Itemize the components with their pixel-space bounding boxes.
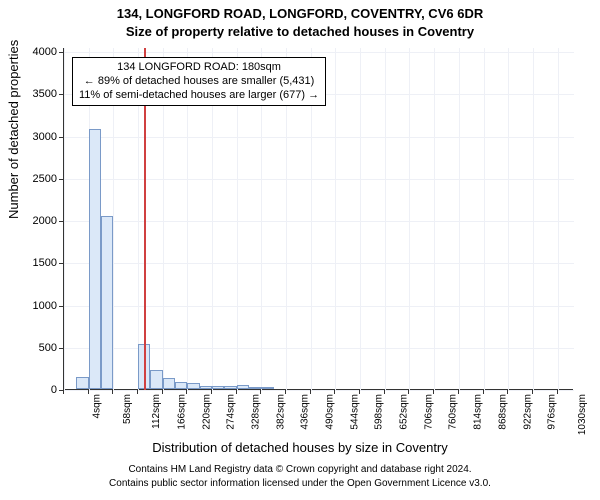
gridline-v — [533, 48, 534, 390]
xtick-mark — [285, 390, 286, 394]
xtick-mark — [458, 390, 459, 394]
ytick-label: 1000 — [17, 300, 57, 312]
annotation-line: 11% of semi-detached houses are larger (… — [79, 89, 319, 103]
xtick-label: 112sqm — [151, 394, 162, 429]
xtick-label: 274sqm — [226, 394, 237, 430]
xtick-mark — [310, 390, 311, 394]
gridline-v — [459, 48, 460, 390]
gridline-h — [64, 306, 574, 307]
xtick-mark — [384, 390, 385, 394]
histogram-bar — [89, 129, 101, 389]
histogram-bar — [150, 370, 162, 389]
ytick-mark — [59, 179, 63, 180]
ytick-label: 2000 — [17, 215, 57, 227]
gridline-h — [64, 52, 574, 53]
gridline-v — [385, 48, 386, 390]
histogram-bar — [261, 387, 273, 389]
histogram-bar — [101, 216, 113, 389]
xtick-mark — [433, 390, 434, 394]
gridline-h — [64, 390, 574, 391]
footer-line2: Contains public sector information licen… — [0, 478, 600, 489]
histogram-bar — [249, 387, 261, 389]
xtick-mark — [211, 390, 212, 394]
chart-title-line1: 134, LONGFORD ROAD, LONGFORD, COVENTRY, … — [0, 6, 600, 21]
xtick-mark — [260, 390, 261, 394]
xtick-label: 166sqm — [177, 394, 188, 430]
y-axis-label: Number of detached properties — [6, 40, 21, 219]
ytick-mark — [59, 52, 63, 53]
histogram-bar — [212, 386, 224, 389]
ytick-label: 3500 — [17, 88, 57, 100]
xtick-label: 868sqm — [497, 394, 508, 430]
xtick-label: 490sqm — [325, 394, 336, 430]
footer-line1: Contains HM Land Registry data © Crown c… — [0, 464, 600, 475]
ytick-mark — [59, 94, 63, 95]
histogram-bar — [237, 385, 249, 389]
histogram-bar — [187, 383, 199, 389]
histogram-bar — [163, 378, 175, 389]
gridline-h — [64, 137, 574, 138]
xtick-label: 976sqm — [547, 394, 558, 430]
annotation-line: ← 89% of detached houses are smaller (5,… — [79, 75, 319, 89]
xtick-mark — [236, 390, 237, 394]
annotation-line: 134 LONGFORD ROAD: 180sqm — [79, 61, 319, 75]
xtick-label: 382sqm — [275, 394, 286, 430]
xtick-mark — [88, 390, 89, 394]
gridline-h — [64, 179, 574, 180]
xtick-mark — [507, 390, 508, 394]
xtick-mark — [186, 390, 187, 394]
chart-title-line2: Size of property relative to detached ho… — [0, 24, 600, 39]
gridline-v — [508, 48, 509, 390]
histogram-bar — [175, 382, 187, 389]
xtick-label: 220sqm — [201, 394, 212, 430]
gridline-v — [558, 48, 559, 390]
gridline-v — [409, 48, 410, 390]
gridline-h — [64, 221, 574, 222]
ytick-label: 2500 — [17, 173, 57, 185]
xtick-mark — [532, 390, 533, 394]
histogram-bar — [224, 386, 236, 389]
ytick-mark — [59, 263, 63, 264]
xtick-mark — [162, 390, 163, 394]
ytick-mark — [59, 348, 63, 349]
xtick-label: 328sqm — [251, 394, 262, 430]
xtick-label: 598sqm — [374, 394, 385, 430]
xtick-label: 814sqm — [473, 394, 484, 430]
xtick-label: 706sqm — [423, 394, 434, 430]
xtick-mark — [408, 390, 409, 394]
xtick-label: 1030sqm — [577, 394, 588, 435]
xtick-label: 4sqm — [91, 394, 102, 418]
xtick-label: 922sqm — [522, 394, 533, 430]
xtick-label: 652sqm — [399, 394, 410, 430]
xtick-mark — [137, 390, 138, 394]
xtick-mark — [63, 390, 64, 394]
ytick-mark — [59, 306, 63, 307]
xtick-mark — [112, 390, 113, 394]
gridline-h — [64, 263, 574, 264]
ytick-label: 1500 — [17, 257, 57, 269]
ytick-mark — [59, 221, 63, 222]
histogram-bar — [200, 386, 212, 389]
gridline-v — [484, 48, 485, 390]
annotation-box: 134 LONGFORD ROAD: 180sqm← 89% of detach… — [72, 57, 326, 106]
xtick-mark — [334, 390, 335, 394]
ytick-label: 4000 — [17, 46, 57, 58]
xtick-label: 436sqm — [300, 394, 311, 430]
ytick-label: 0 — [17, 384, 57, 396]
xtick-label: 760sqm — [448, 394, 459, 430]
ytick-label: 500 — [17, 342, 57, 354]
x-axis-label: Distribution of detached houses by size … — [0, 440, 600, 455]
gridline-v — [434, 48, 435, 390]
gridline-v — [64, 48, 65, 390]
xtick-mark — [483, 390, 484, 394]
gridline-v — [360, 48, 361, 390]
xtick-label: 544sqm — [349, 394, 360, 430]
histogram-bar — [76, 377, 88, 389]
ytick-mark — [59, 137, 63, 138]
gridline-v — [335, 48, 336, 390]
xtick-mark — [359, 390, 360, 394]
xtick-label: 58sqm — [122, 394, 133, 424]
xtick-mark — [557, 390, 558, 394]
ytick-label: 3000 — [17, 131, 57, 143]
